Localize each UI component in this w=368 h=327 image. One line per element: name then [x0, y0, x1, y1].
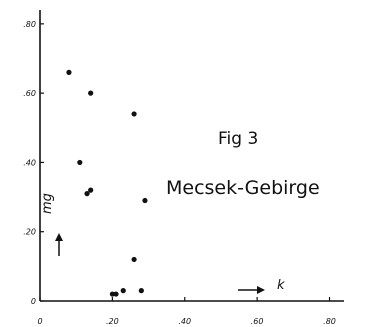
x-axis-arrowhead	[257, 286, 265, 294]
y-axis-label-group: mg	[40, 193, 63, 256]
data-point	[131, 111, 137, 117]
x-tick-label: 0	[37, 317, 42, 326]
y-tick-label: .60	[23, 89, 36, 98]
chart-subtitle: Mecsek-Gebirge	[166, 177, 320, 199]
y-tick-label: .20	[23, 228, 36, 237]
data-point	[138, 288, 144, 294]
data-point	[88, 90, 94, 96]
data-point	[66, 69, 72, 75]
x-tick-label: .80	[323, 317, 336, 326]
y-axis-arrowhead	[55, 233, 63, 241]
data-point	[113, 291, 119, 297]
data-point	[142, 197, 148, 204]
data-point	[120, 288, 126, 294]
x-tick-label: .60	[251, 317, 264, 326]
x-tick-label: .40	[178, 317, 191, 326]
y-tick-label: .80	[23, 20, 36, 29]
data-point	[131, 256, 137, 263]
data-point	[77, 159, 83, 166]
y-axis-label: mg	[40, 193, 55, 214]
y-tick-label: .40	[23, 158, 36, 167]
chart-title: Fig 3	[218, 129, 258, 149]
data-point	[84, 191, 90, 197]
x-axis-label-group: k	[238, 278, 285, 294]
x-axis-label: k	[277, 278, 285, 293]
axes	[39, 10, 344, 302]
y-tick-label: 0	[31, 297, 36, 306]
y-ticks: 0 .20 .40 .60 .80	[23, 20, 44, 306]
data-point	[88, 187, 94, 193]
data-points	[66, 69, 148, 297]
x-ticks: 0 .20 .40 .60 .80	[37, 297, 336, 326]
data-point	[109, 291, 115, 297]
x-tick-label: .20	[106, 317, 119, 326]
